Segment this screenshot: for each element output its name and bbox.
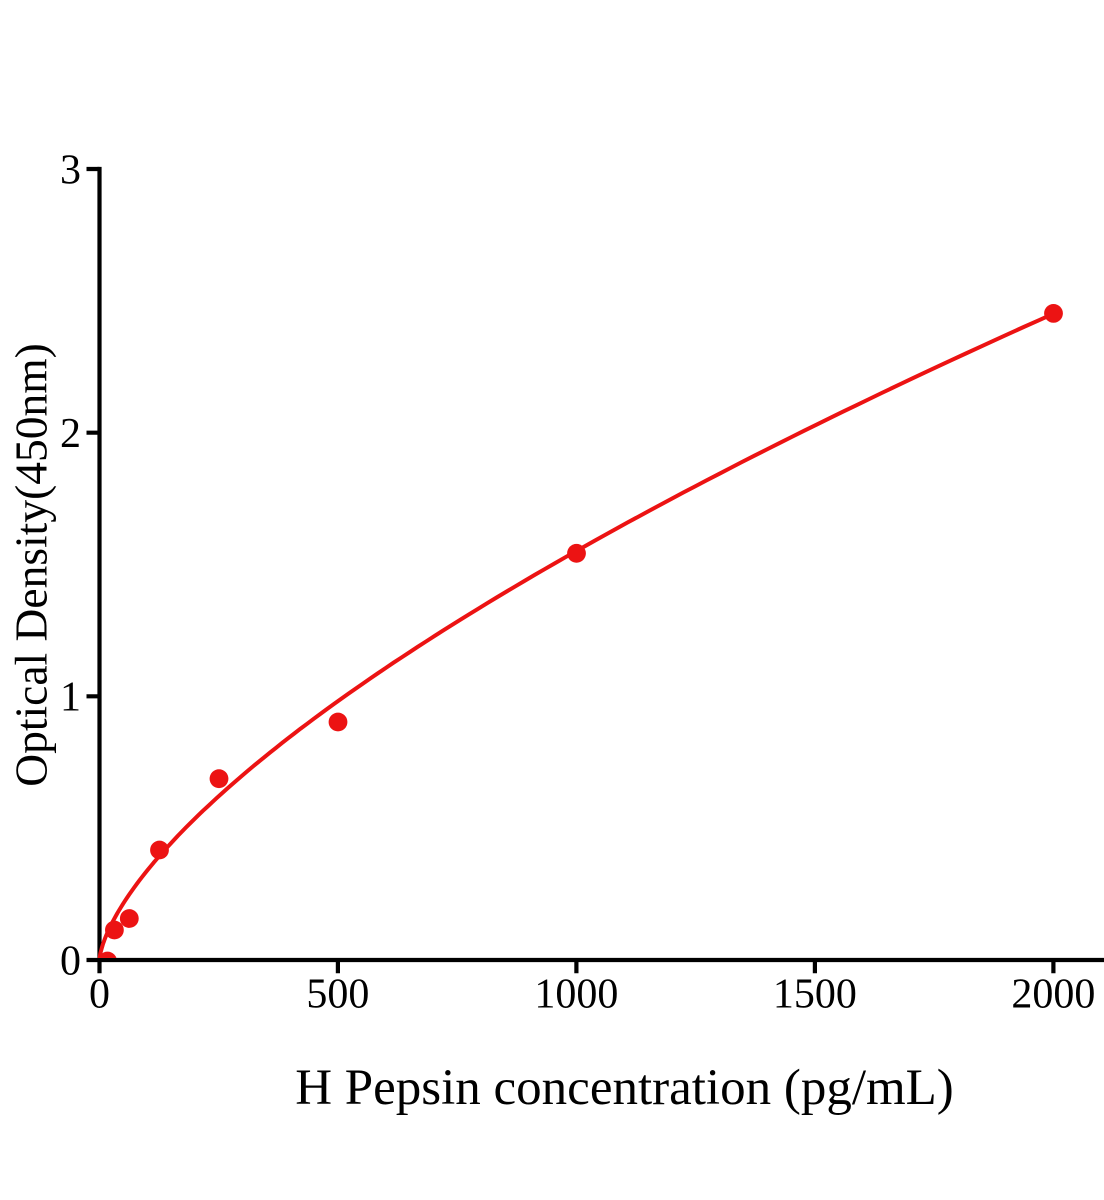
svg-text:Optical Density(450nm): Optical Density(450nm) <box>6 343 57 787</box>
svg-text:3: 3 <box>60 147 81 193</box>
svg-text:H Pepsin concentration (pg/mL): H Pepsin concentration (pg/mL) <box>295 1060 954 1116</box>
svg-text:2000: 2000 <box>1011 972 1095 1018</box>
svg-text:1: 1 <box>60 675 81 721</box>
svg-text:2: 2 <box>60 411 81 457</box>
svg-text:500: 500 <box>306 972 369 1018</box>
svg-text:0: 0 <box>89 972 110 1018</box>
svg-text:1000: 1000 <box>534 972 618 1018</box>
svg-text:0: 0 <box>60 938 81 984</box>
svg-text:1500: 1500 <box>773 972 857 1018</box>
